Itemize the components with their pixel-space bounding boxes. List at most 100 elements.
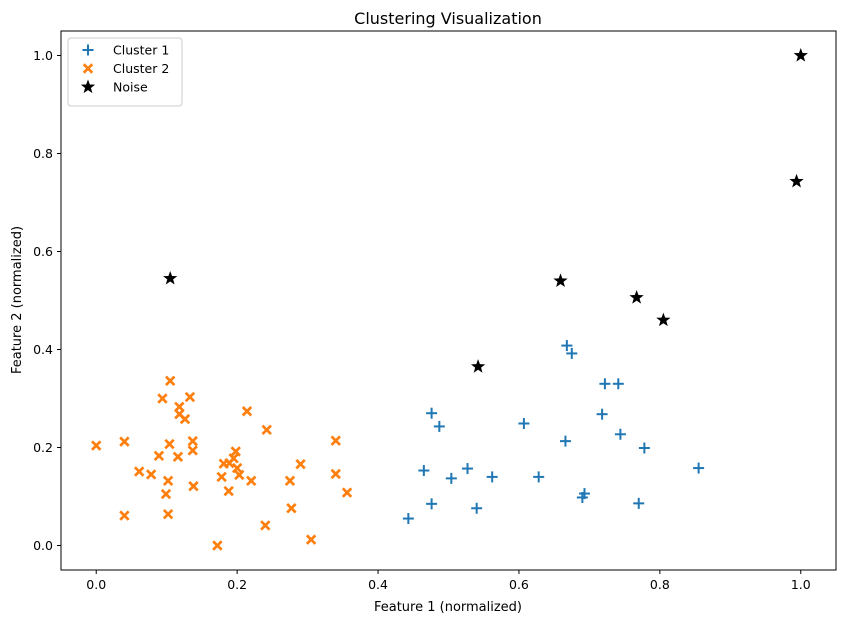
data-point [187, 445, 198, 456]
data-point [241, 406, 253, 417]
data-point [533, 471, 545, 483]
data-point [418, 465, 430, 477]
data-point [614, 428, 626, 440]
data-point [223, 485, 234, 497]
x-tick-label: 1.0 [791, 577, 811, 592]
data-point [402, 513, 414, 525]
legend-item: Noise [80, 79, 148, 95]
legend-label: Noise [113, 80, 148, 95]
data-point [445, 472, 457, 484]
data-point [162, 508, 174, 520]
x-tick-label: 0.2 [227, 577, 247, 592]
data-point [518, 417, 530, 429]
data-point [212, 540, 223, 551]
data-point [231, 462, 243, 474]
data-point [228, 453, 239, 464]
data-point [486, 471, 498, 483]
series-cluster-2 [91, 375, 353, 551]
data-point [179, 413, 191, 425]
data-point [184, 391, 196, 403]
data-point [341, 487, 353, 498]
data-point [119, 436, 130, 447]
data-point [163, 270, 178, 285]
data-point [216, 471, 227, 483]
data-point [559, 435, 571, 447]
data-point [145, 469, 157, 480]
x-tick-label: 0.6 [509, 577, 529, 592]
x-tick-label: 0.0 [86, 577, 106, 592]
data-point [596, 408, 608, 420]
data-point [561, 340, 573, 352]
y-axis: 0.0 0.2 0.4 0.6 0.8 1.0 [33, 48, 61, 553]
data-point [174, 401, 185, 413]
data-point [234, 469, 245, 481]
legend: Cluster 1 Cluster 2 Noise [67, 37, 183, 107]
y-tick-label: 0.0 [33, 538, 53, 553]
x-tick-label: 0.4 [368, 577, 388, 592]
data-point [553, 273, 568, 287]
data-point [260, 520, 271, 531]
legend-box [67, 37, 183, 107]
y-tick-label: 1.0 [33, 48, 53, 63]
data-point [578, 488, 590, 500]
data-point [599, 378, 611, 390]
data-point [305, 534, 317, 545]
legend-item: Cluster 1 [82, 43, 169, 58]
data-point [638, 442, 650, 454]
y-tick-label: 0.8 [33, 146, 53, 161]
data-point [330, 468, 341, 480]
data-point [789, 173, 804, 188]
series-noise [163, 48, 808, 373]
data-point [246, 475, 257, 487]
data-point [286, 503, 297, 514]
data-point [462, 463, 474, 475]
data-point [160, 488, 172, 500]
data-point [188, 481, 199, 492]
data-point [426, 407, 438, 419]
data-point [693, 462, 705, 474]
data-point [187, 435, 198, 447]
data-point [566, 347, 578, 359]
legend-item: Cluster 2 [82, 61, 169, 76]
data-point [470, 359, 486, 373]
data-point [426, 498, 438, 510]
data-point [153, 450, 165, 462]
data-point [261, 424, 272, 436]
data-point [134, 466, 145, 477]
data-point [119, 510, 130, 521]
data-point [471, 502, 483, 514]
data-point [433, 420, 445, 432]
chart-title: Clustering Visualization [354, 9, 542, 28]
y-tick-label: 0.4 [33, 342, 53, 357]
y-tick-label: 0.2 [33, 440, 53, 455]
data-point [295, 458, 306, 470]
data-point [612, 378, 624, 390]
data-point [164, 438, 175, 450]
data-point [91, 440, 102, 451]
data-point [157, 393, 168, 404]
x-axis-label: Feature 1 (normalized) [374, 600, 522, 615]
legend-marker [82, 44, 94, 56]
data-point [656, 312, 671, 327]
data-point [162, 475, 174, 487]
data-point [629, 290, 644, 304]
data-point [633, 497, 645, 509]
plot-area [91, 48, 808, 551]
data-point [793, 48, 808, 62]
legend-label: Cluster 1 [113, 43, 169, 58]
data-point [330, 435, 341, 446]
y-axis-label: Feature 2 (normalized) [10, 226, 25, 374]
data-point [284, 475, 296, 487]
x-tick-label: 0.8 [650, 577, 670, 592]
x-axis: 0.0 0.2 0.4 0.6 0.8 1.0 [86, 570, 811, 592]
data-point [230, 446, 241, 457]
legend-marker [80, 79, 96, 94]
y-tick-label: 0.6 [33, 244, 53, 259]
legend-label: Cluster 2 [113, 61, 169, 76]
legend-marker [82, 63, 94, 74]
series-cluster-1 [402, 340, 705, 525]
plot-frame [60, 30, 837, 571]
data-point [165, 375, 176, 387]
data-point [172, 451, 184, 463]
